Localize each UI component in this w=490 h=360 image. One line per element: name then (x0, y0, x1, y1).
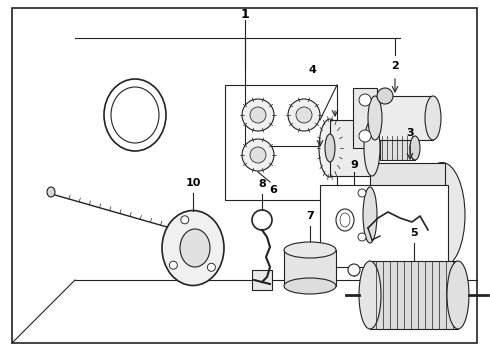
Ellipse shape (325, 134, 335, 162)
Ellipse shape (425, 96, 441, 140)
Bar (380, 136, 415, 160)
Text: 8: 8 (258, 179, 266, 189)
Bar (370, 163, 445, 267)
Ellipse shape (447, 261, 469, 329)
Text: 4: 4 (308, 65, 316, 75)
Ellipse shape (363, 187, 377, 243)
Circle shape (358, 233, 366, 241)
Circle shape (250, 147, 266, 163)
Bar (353, 88, 377, 148)
Ellipse shape (47, 187, 55, 197)
Text: 1: 1 (241, 8, 249, 21)
Circle shape (170, 261, 177, 269)
Bar (284, 250, 336, 286)
Text: 7: 7 (306, 211, 314, 221)
Text: 6: 6 (269, 185, 277, 195)
Ellipse shape (284, 278, 336, 294)
Ellipse shape (162, 211, 224, 285)
Circle shape (348, 264, 360, 276)
Text: 9: 9 (350, 160, 358, 170)
Text: 2: 2 (391, 61, 399, 71)
Circle shape (207, 263, 216, 271)
Ellipse shape (410, 136, 420, 160)
Text: 10: 10 (185, 178, 201, 188)
Ellipse shape (419, 162, 465, 267)
Circle shape (181, 216, 189, 224)
Bar (225, 85, 337, 200)
Ellipse shape (284, 242, 336, 258)
Text: 5: 5 (410, 228, 418, 238)
Bar (320, 185, 448, 267)
Bar (370, 261, 458, 329)
Circle shape (250, 107, 266, 123)
Circle shape (296, 107, 312, 123)
Bar (330, 120, 372, 176)
Ellipse shape (319, 119, 341, 177)
Circle shape (377, 88, 393, 104)
Bar (252, 270, 272, 290)
Circle shape (359, 94, 371, 106)
Ellipse shape (180, 229, 210, 267)
Ellipse shape (359, 261, 381, 329)
Circle shape (288, 99, 320, 131)
Ellipse shape (368, 96, 382, 140)
Bar (375, 96, 433, 140)
Circle shape (242, 139, 274, 171)
Bar (352, 187, 372, 243)
Circle shape (359, 130, 371, 142)
Circle shape (242, 99, 274, 131)
Ellipse shape (364, 120, 380, 176)
Circle shape (358, 189, 366, 197)
Text: 3: 3 (406, 128, 414, 138)
